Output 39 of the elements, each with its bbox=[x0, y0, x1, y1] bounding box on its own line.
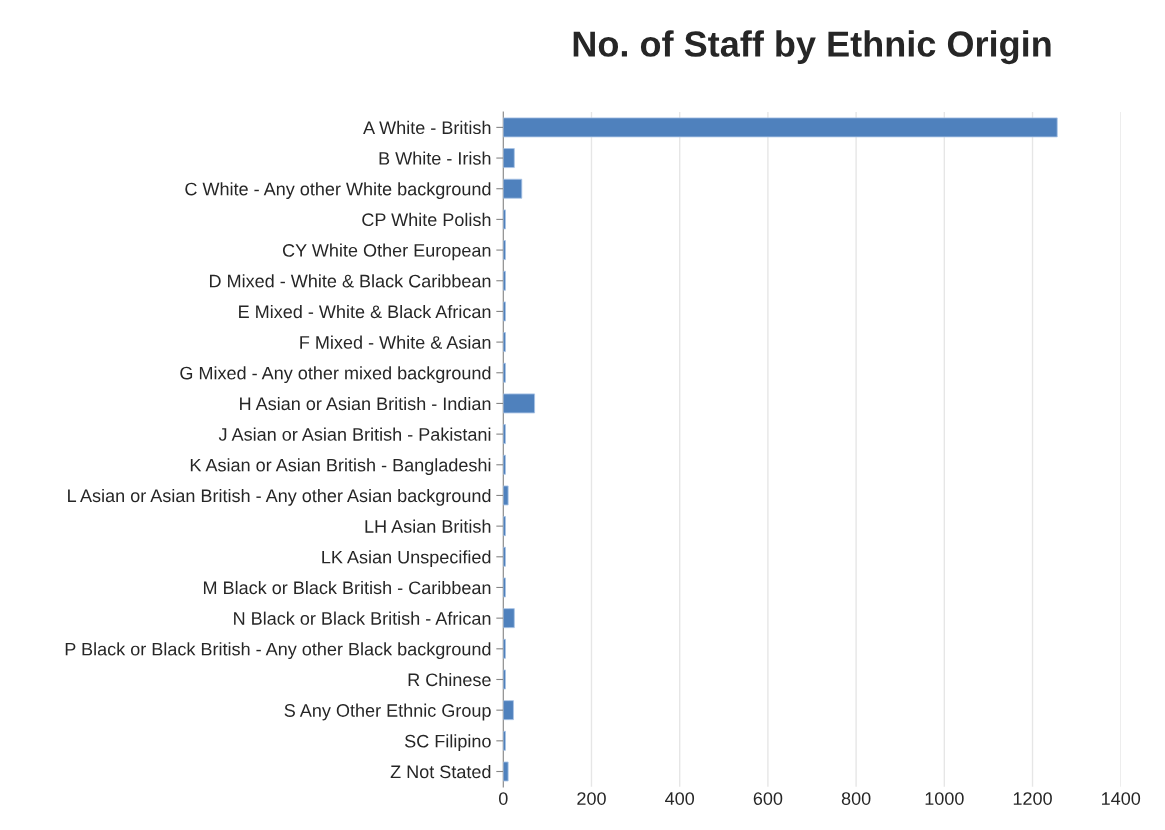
bar bbox=[503, 700, 514, 721]
y-tick-label: P Black or Black British - Any other Black background bbox=[65, 642, 491, 660]
y-tick-label: SC Filipino bbox=[405, 734, 491, 752]
bar bbox=[503, 608, 515, 629]
x-tick-label: 1400 bbox=[1102, 792, 1141, 805]
bar bbox=[503, 117, 1058, 138]
y-tick-label: LH Asian British bbox=[365, 519, 491, 533]
y-tick-label: J Asian or Asian British - Pakistani bbox=[218, 427, 491, 441]
x-tick-label: 600 bbox=[753, 792, 783, 805]
bar bbox=[503, 393, 536, 414]
y-tick-label: M Black or Black British - Caribbean bbox=[203, 580, 491, 595]
y-tick-label: C White - Any other White background bbox=[185, 182, 491, 200]
x-tick-label: 1000 bbox=[925, 792, 964, 805]
bar bbox=[503, 761, 509, 782]
y-tick-label: K Asian or Asian British - Bangladeshi bbox=[190, 458, 491, 476]
x-tick-label: 1200 bbox=[1013, 792, 1052, 805]
y-tick-label: E Mixed - White & Black African bbox=[239, 304, 491, 319]
y-tick-label: H Asian or Asian British - Indian bbox=[240, 396, 491, 411]
y-tick-label: B White - Irish bbox=[379, 151, 491, 165]
chart-title: No. of Staff by Ethnic Origin bbox=[573, 30, 1051, 65]
bar bbox=[503, 148, 515, 168]
x-tick-label: 800 bbox=[841, 792, 871, 805]
y-tick-label: Z Not Stated bbox=[390, 764, 491, 779]
y-tick-label: CY White Other European bbox=[282, 243, 491, 261]
y-tick-label: G Mixed - Any other mixed background bbox=[180, 366, 491, 384]
bar bbox=[503, 485, 509, 506]
y-tick-label: D Mixed - White & Black Caribbean bbox=[209, 274, 491, 288]
y-tick-label: F Mixed - White & Asian bbox=[300, 335, 491, 349]
x-tick-label: 0 bbox=[498, 792, 508, 805]
y-tick-label: N Black or Black British - African bbox=[234, 611, 491, 625]
y-tick-label: L Asian or Asian British - Any other Asian background bbox=[68, 488, 491, 506]
bar bbox=[503, 178, 523, 199]
x-tick-label: 400 bbox=[665, 792, 695, 805]
y-tick-label: A White - British bbox=[363, 120, 491, 135]
x-tick-label: 200 bbox=[577, 792, 606, 805]
y-tick-label: LK Asian Unspecified bbox=[322, 550, 491, 568]
y-tick-label: CP White Polish bbox=[362, 212, 491, 227]
y-tick-label: R Chinese bbox=[408, 672, 491, 687]
y-tick-label: S Any Other Ethnic Group bbox=[284, 703, 491, 721]
